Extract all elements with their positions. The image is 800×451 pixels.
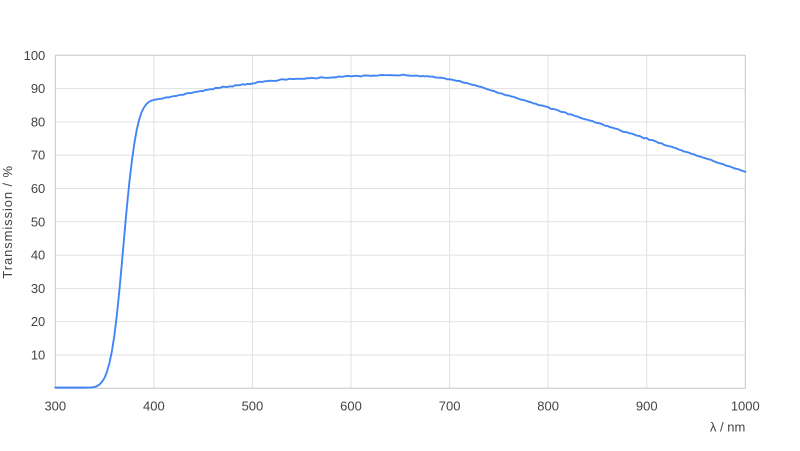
svg-text:800: 800 xyxy=(537,398,559,413)
svg-text:50: 50 xyxy=(31,214,45,229)
svg-text:600: 600 xyxy=(340,398,362,413)
svg-text:70: 70 xyxy=(31,148,45,163)
svg-text:80: 80 xyxy=(31,114,45,129)
svg-text:90: 90 xyxy=(31,81,45,96)
svg-text:60: 60 xyxy=(31,181,45,196)
svg-text:30: 30 xyxy=(31,281,45,296)
svg-text:400: 400 xyxy=(143,398,165,413)
svg-text:500: 500 xyxy=(242,398,264,413)
svg-text:20: 20 xyxy=(31,314,45,329)
svg-text:700: 700 xyxy=(439,398,461,413)
svg-text:900: 900 xyxy=(636,398,658,413)
svg-text:1000: 1000 xyxy=(731,398,760,413)
svg-text:λ / nm: λ / nm xyxy=(710,419,745,434)
svg-text:100: 100 xyxy=(24,48,46,63)
svg-text:10: 10 xyxy=(31,348,45,363)
svg-text:40: 40 xyxy=(31,248,45,263)
svg-text:300: 300 xyxy=(44,398,66,413)
svg-text:Transmission / %: Transmission / % xyxy=(0,165,15,279)
